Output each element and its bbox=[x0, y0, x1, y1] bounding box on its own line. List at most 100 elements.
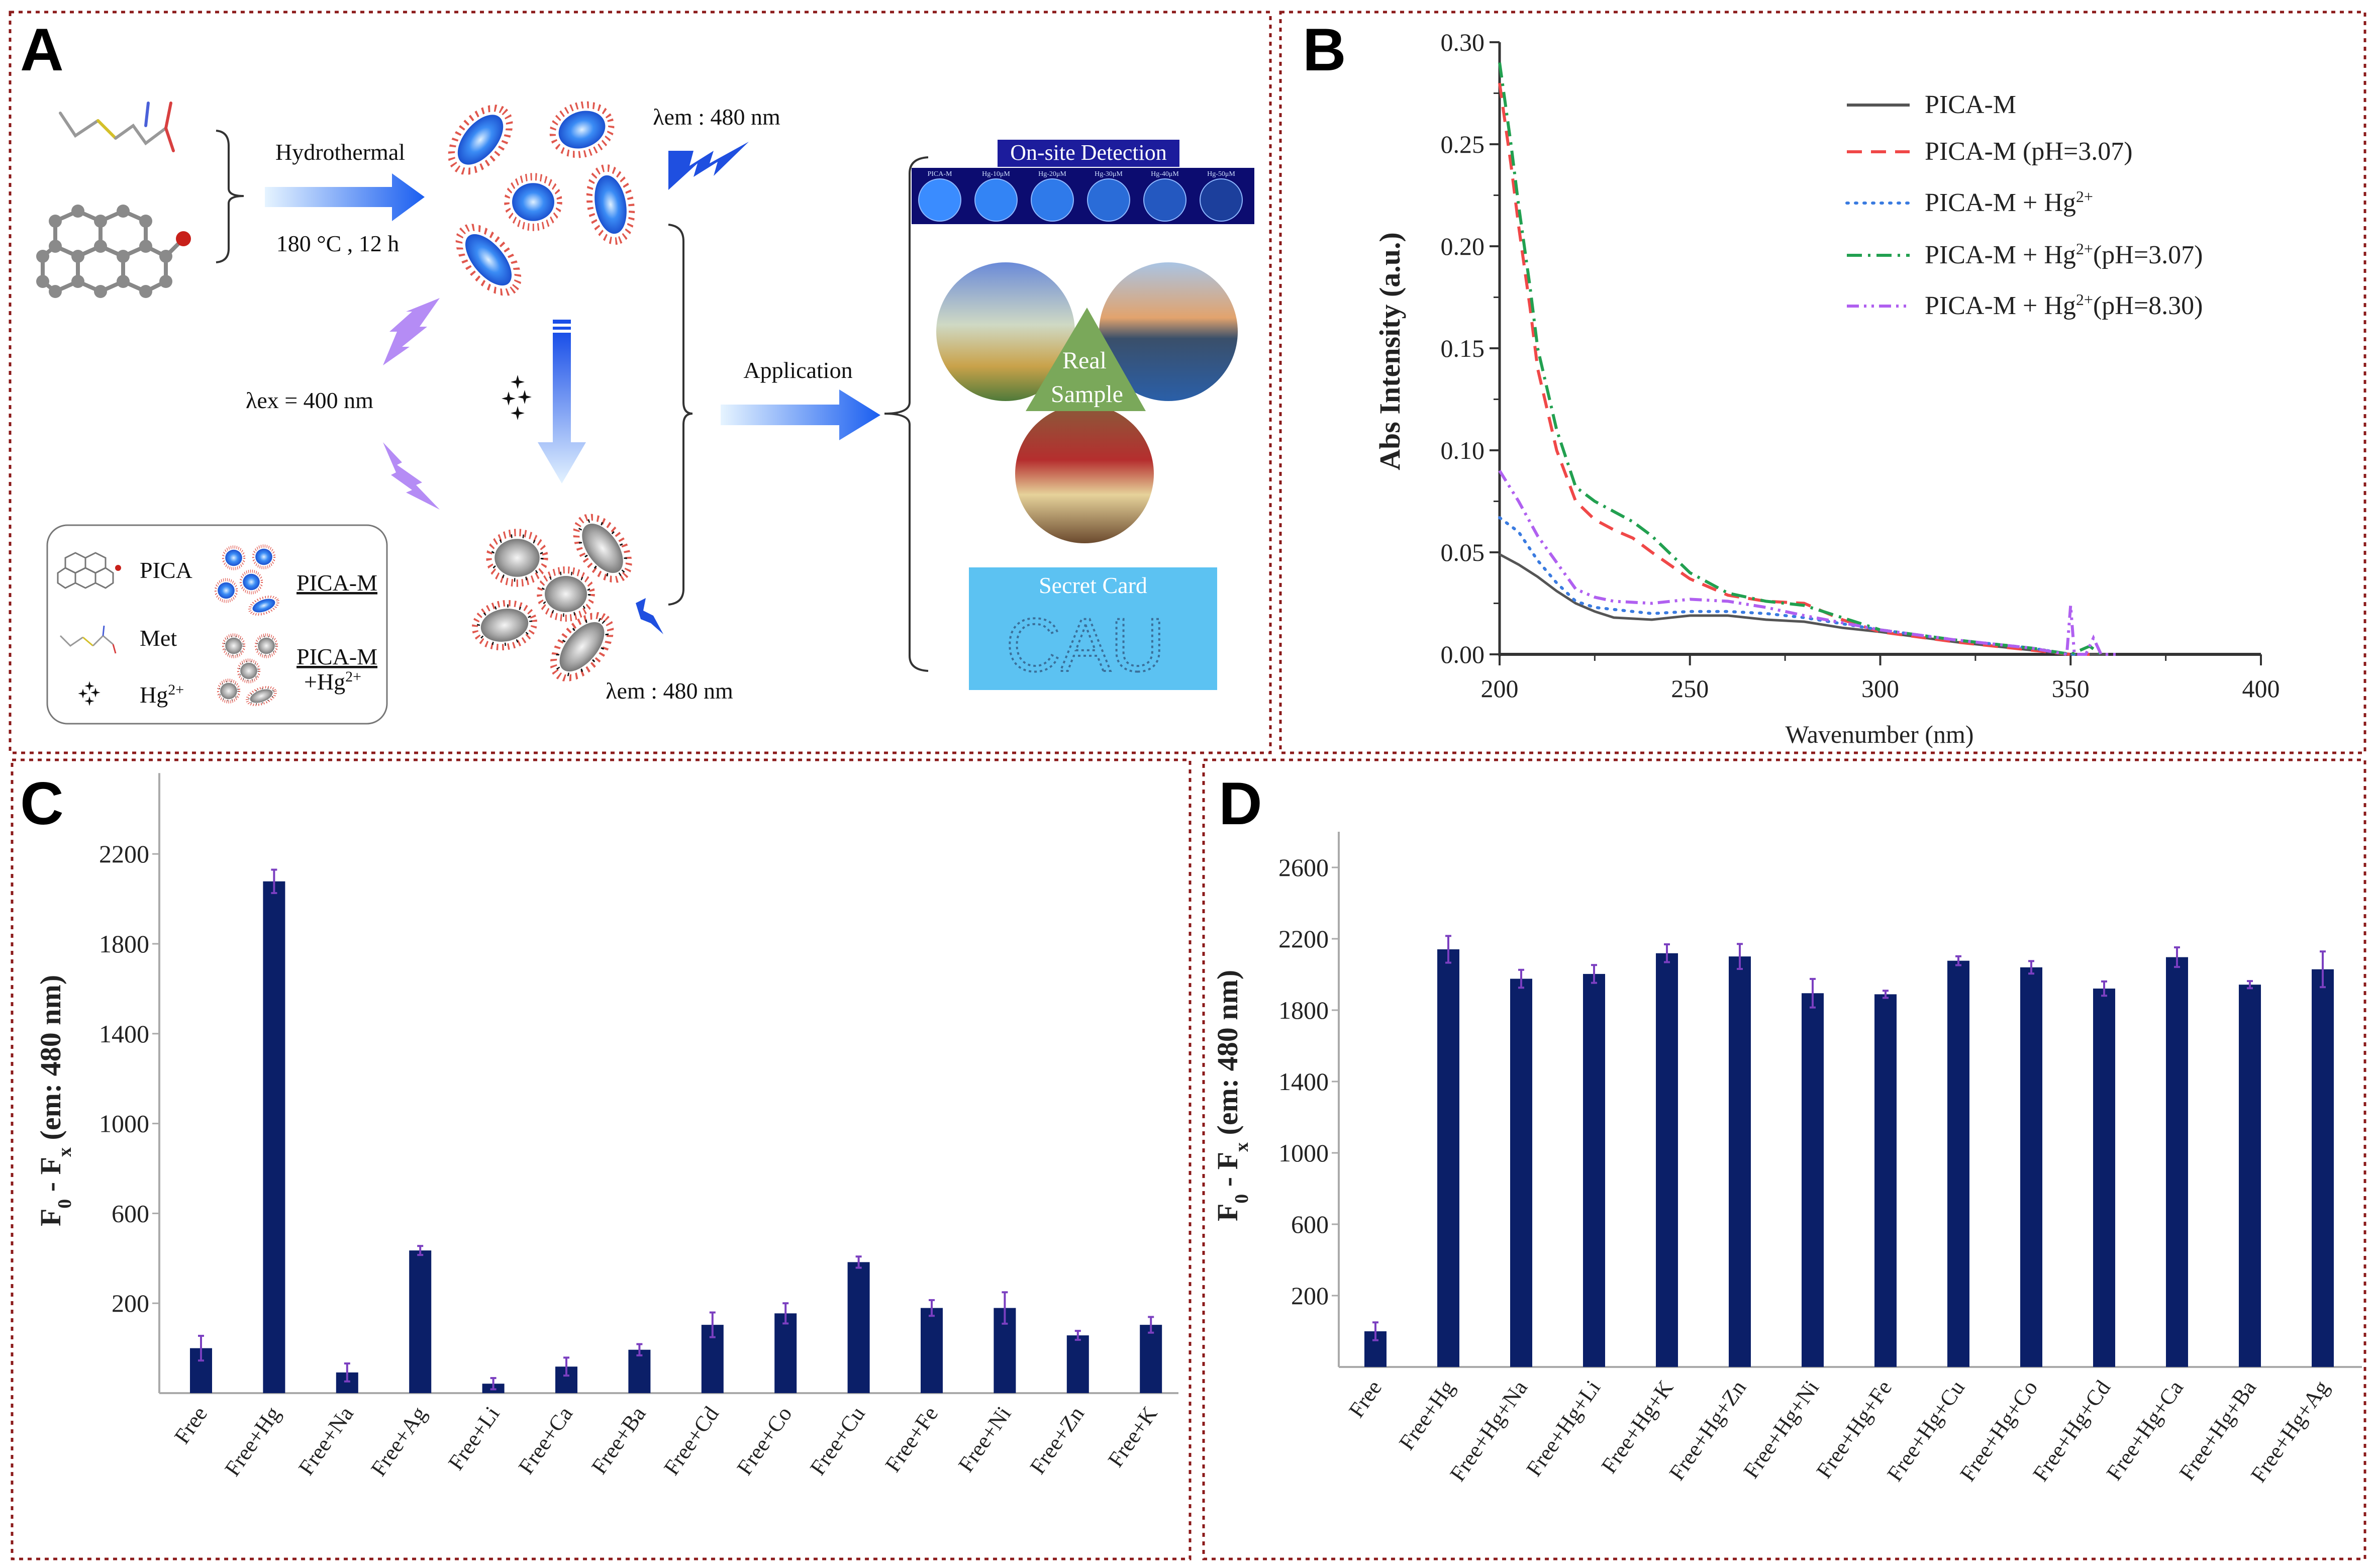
detection-well bbox=[1200, 178, 1243, 222]
panel-c-border bbox=[11, 758, 1192, 1560]
bar-free-hg-ni bbox=[1802, 993, 1824, 1367]
panel-a-border bbox=[9, 11, 1272, 754]
legend-label-0: PICA-M bbox=[1925, 90, 2016, 119]
legend-pica-label: PICA bbox=[140, 557, 192, 583]
applications-brace bbox=[884, 156, 929, 672]
y-tick-label: 0.25 bbox=[1441, 130, 1485, 158]
onsite-detection-title: On-site Detection bbox=[1010, 140, 1167, 165]
bar-free-co bbox=[774, 1313, 797, 1393]
bar-free-k bbox=[1140, 1325, 1162, 1393]
pica-m-hg-particles bbox=[471, 508, 640, 688]
x-tick-label: 350 bbox=[2052, 674, 2090, 703]
bar-free-hg-cd bbox=[2093, 989, 2115, 1367]
bar-free-hg-fe bbox=[1874, 994, 1897, 1367]
category-label: Free+Hg+Ca bbox=[2102, 1376, 2188, 1485]
panel-b-border bbox=[1279, 11, 2366, 754]
real-sample-images: Real Sample bbox=[936, 262, 1238, 543]
y-tick-label: 600 bbox=[112, 1199, 149, 1227]
y-tick-label: 1000 bbox=[1278, 1139, 1329, 1167]
detection-well-label: PICA-M bbox=[927, 170, 952, 178]
category-label: Free+Hg+Na bbox=[1445, 1376, 1532, 1486]
detection-well-label: Hg-50μM bbox=[1207, 170, 1235, 178]
bar-free-hg-ba bbox=[2239, 985, 2261, 1367]
category-label: Free+Ag bbox=[366, 1402, 431, 1481]
quench-arrow bbox=[538, 320, 586, 483]
secret-card-text: CAU bbox=[1006, 603, 1165, 687]
detection-well-label: Hg-10μM bbox=[982, 170, 1010, 178]
detection-well-label: Hg-40μM bbox=[1151, 170, 1179, 178]
y-axis-title: F0 - Fx (em: 480 nm) bbox=[34, 975, 75, 1226]
category-label: Free+K bbox=[1103, 1402, 1162, 1472]
category-label: Free bbox=[1344, 1376, 1387, 1422]
bar-free-hg-zn bbox=[1729, 956, 1751, 1367]
category-label: Free+Hg bbox=[220, 1402, 285, 1481]
y-tick-label: 2200 bbox=[1278, 925, 1329, 953]
detection-well bbox=[974, 178, 1018, 222]
series-line-1 bbox=[1498, 82, 2090, 656]
category-label: Free+Hg+Zn bbox=[1664, 1376, 1751, 1485]
x-axis-title: Wavenumber (nm) bbox=[1786, 720, 1974, 748]
detection-well bbox=[1087, 178, 1130, 222]
tea-photo bbox=[936, 262, 1075, 401]
y-tick-label: 2600 bbox=[1278, 853, 1329, 881]
excitation-lightning-icon-bottom bbox=[383, 442, 440, 510]
legend-label-superscript: 2+ bbox=[2076, 187, 2093, 206]
category-label: Free+Hg+Li bbox=[1521, 1376, 1605, 1481]
detection-well bbox=[918, 178, 961, 222]
hg-sparkle-icon bbox=[511, 375, 525, 389]
hydrothermal-label: Hydrothermal bbox=[275, 139, 405, 165]
legend-pica-m-hg-label-line1: PICA-M bbox=[296, 644, 377, 669]
y-tick-label: 0.15 bbox=[1441, 334, 1485, 362]
category-label: Free+Cu bbox=[805, 1402, 870, 1480]
legend-label-2: PICA-M + Hg2+ bbox=[1925, 187, 2093, 217]
category-label: Free+Ca bbox=[514, 1402, 577, 1479]
y-tick-label: 1400 bbox=[1278, 1067, 1329, 1096]
legend-label-text: PICA-M (pH=3.07) bbox=[1925, 137, 2133, 166]
y-tick-label: 1800 bbox=[99, 930, 149, 958]
bar-free-hg-k bbox=[1656, 953, 1678, 1367]
legend-pica-m-hg-label-line2: +Hg2+ bbox=[304, 668, 361, 695]
y-tick-label: 200 bbox=[112, 1289, 149, 1317]
category-label: Free+Na bbox=[293, 1402, 358, 1480]
legend-label-text: PICA-M + Hg bbox=[1925, 241, 2076, 269]
bar-free-zn bbox=[1066, 1335, 1089, 1393]
series-line-4 bbox=[1498, 470, 2117, 656]
emission-label-top: λem : 480 nm bbox=[653, 104, 780, 130]
category-label: Free+Hg+Ni bbox=[1739, 1376, 1824, 1483]
y-tick-label: 1400 bbox=[99, 1020, 149, 1048]
legend-label-4: PICA-M + Hg2+(pH=8.30) bbox=[1925, 290, 2203, 320]
weak-emission-lightning-icon bbox=[636, 598, 663, 634]
category-label: Free+Ba bbox=[586, 1402, 650, 1479]
bar-free-hg bbox=[1437, 949, 1459, 1367]
legend-met-label: Met bbox=[140, 625, 177, 651]
category-label: Free+Fe bbox=[880, 1402, 943, 1477]
y-tick-label: 0.10 bbox=[1441, 436, 1485, 464]
bar-free-hg bbox=[263, 881, 285, 1393]
schematic-legend: PICA Met Hg2+ bbox=[46, 524, 388, 725]
legend-met-icon bbox=[59, 625, 117, 654]
category-label: Free+Hg bbox=[1394, 1376, 1459, 1455]
legend-label-text: PICA-M bbox=[1925, 90, 2016, 119]
detection-well-label: Hg-30μM bbox=[1095, 170, 1123, 178]
detection-well bbox=[1143, 178, 1186, 222]
apple-juice-photo bbox=[1015, 405, 1154, 543]
detection-well bbox=[1031, 178, 1074, 222]
legend-pica-icon bbox=[57, 552, 121, 589]
y-tick-label: 1000 bbox=[99, 1110, 149, 1138]
y-tick-label: 1800 bbox=[1278, 996, 1329, 1024]
y-axis-title: F0 - Fx (em: 480 nm) bbox=[1211, 970, 1252, 1221]
bar-free-hg-li bbox=[1583, 973, 1605, 1367]
panel-a-schematic: A bbox=[9, 11, 1272, 754]
reactants-brace bbox=[216, 130, 244, 263]
application-label: Application bbox=[743, 357, 852, 383]
real-label: Real bbox=[1062, 347, 1107, 374]
y-tick-label: 0.20 bbox=[1441, 232, 1485, 260]
legend-label-superscript: 2+ bbox=[2076, 240, 2093, 258]
legend-hg-label: Hg2+ bbox=[140, 681, 184, 708]
panel-b-absorbance-chart: B 200 250 300 350 400 0.00 0.05 0.10 0.15 0.20 0.2… bbox=[1279, 11, 2366, 754]
category-label: Free+Hg+K bbox=[1597, 1376, 1678, 1478]
legend-label-text: PICA-M + Hg bbox=[1925, 291, 2076, 320]
